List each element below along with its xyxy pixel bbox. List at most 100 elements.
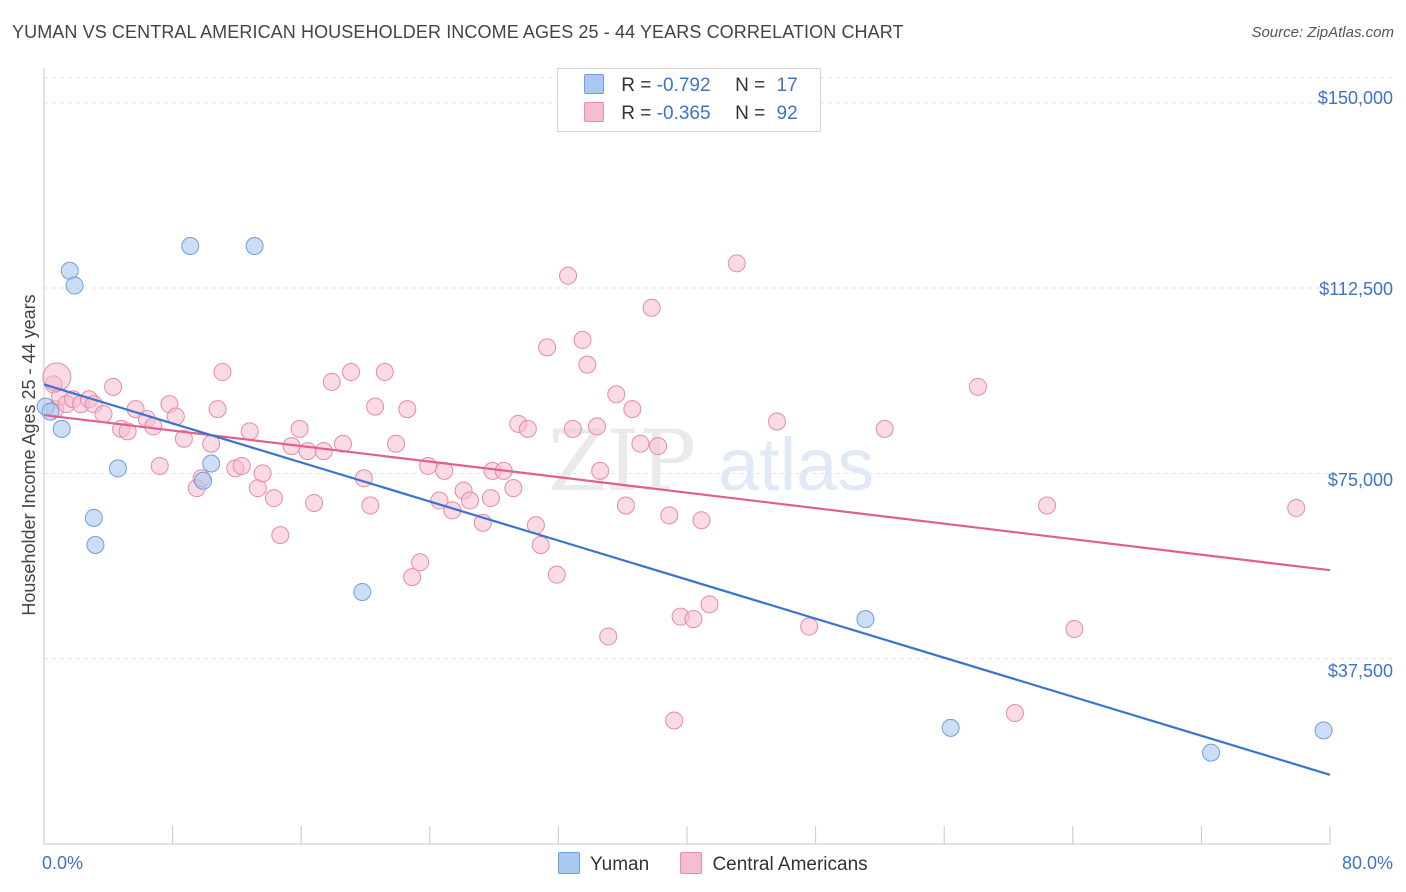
gridlines [44, 77, 1392, 660]
axes [43, 68, 1331, 845]
central-americans-point [366, 397, 385, 416]
central-americans-point [649, 437, 668, 456]
central-americans-point [481, 489, 500, 508]
yuman-point [245, 237, 264, 256]
yuman-point [856, 610, 875, 629]
central-americans-point [660, 506, 679, 525]
central-americans-point [531, 536, 550, 555]
central-americans-point [692, 511, 711, 530]
central-americans-point [213, 363, 232, 382]
central-americans-point [616, 496, 635, 515]
yuman-r-value: -0.792 [656, 75, 711, 96]
central-americans-point [800, 617, 819, 636]
yuman-swatch [584, 74, 604, 94]
central-americans-point [361, 496, 380, 515]
central-americans-point [232, 456, 251, 475]
central-americans-point [387, 434, 406, 453]
central-americans-point [727, 254, 746, 273]
yuman-point [202, 454, 221, 473]
central-americans-point [1065, 620, 1084, 639]
x-tick-label-min: 0.0% [42, 853, 83, 873]
y-axis-label: Householder Income Ages 25 - 44 years [19, 294, 39, 615]
legend-item-yuman[interactable]: Yuman [558, 852, 649, 876]
central-americans-point [240, 422, 259, 441]
yuman-point [181, 237, 200, 256]
yuman-point [1202, 743, 1221, 762]
central-americans-point [768, 412, 787, 431]
yuman-point [86, 536, 105, 555]
yuman-point [194, 471, 213, 490]
central-americans-point [118, 422, 137, 441]
y-tick-label: $75,000 [1328, 470, 1393, 490]
central-americans-point [375, 363, 394, 382]
central-americans-point [538, 338, 557, 357]
central-americans-trend-line [43, 413, 1331, 572]
central-n-value: 92 [776, 103, 798, 124]
central-americans-point [642, 298, 661, 317]
central-americans-point [342, 363, 361, 382]
central-americans-point [290, 419, 309, 438]
yuman-point [941, 718, 960, 737]
central-americans-point [94, 405, 113, 424]
central-americans-point [591, 461, 610, 480]
yuman-point [108, 459, 127, 478]
r-label: R = [621, 75, 652, 96]
yuman-n-value: 17 [776, 75, 798, 96]
legend-row-central: R = -0.365 N = 92 [584, 102, 798, 126]
trend-lines [43, 383, 1331, 776]
yuman-point [84, 508, 103, 527]
central-americans-point [264, 489, 283, 508]
central-americans-point [411, 553, 430, 572]
yuman-point [1314, 721, 1333, 740]
central-americans-point [504, 479, 523, 498]
central-americans-point [547, 565, 566, 584]
central-legend-swatch [680, 852, 703, 874]
central-americans-point [460, 491, 479, 510]
y-tick-label: $37,500 [1328, 661, 1393, 681]
central-americans-point-large [42, 362, 72, 392]
y-tick-label: $150,000 [1318, 88, 1393, 108]
central-americans-point [271, 526, 290, 545]
yuman-legend-swatch [558, 852, 580, 874]
central-americans-point [253, 464, 272, 483]
central-americans-point [573, 330, 592, 349]
central-americans-point [208, 400, 227, 419]
central-americans-point [665, 711, 684, 730]
central-r-value: -0.365 [656, 103, 711, 124]
central-americans-point [563, 419, 582, 438]
central-americans-point [700, 595, 719, 614]
central-americans-point [623, 400, 642, 419]
series-legend: Yuman Central Americans [558, 852, 894, 876]
central-americans-point [403, 568, 422, 587]
y-tick-labels: $37,500 $75,000 $112,500 $150,000 [1318, 88, 1393, 681]
central-swatch [584, 102, 604, 122]
correlation-legend: R = -0.792 N = 17 R = -0.365 N = 92 [557, 68, 821, 132]
r-label: R = [621, 103, 652, 124]
central-americans-point [578, 355, 597, 374]
central-americans-point [174, 429, 193, 448]
central-americans-point [1287, 498, 1306, 517]
yuman-trend-line [43, 383, 1331, 776]
central-americans-point [968, 377, 987, 396]
n-label: N = [735, 103, 766, 124]
central-americans-point [518, 419, 537, 438]
yuman-point [65, 276, 84, 295]
central-americans-point [559, 266, 578, 285]
y-tick-label: $112,500 [1319, 279, 1393, 299]
legend-item-central[interactable]: Central Americans [680, 852, 868, 876]
central-americans-point [314, 442, 333, 461]
central-legend-label: Central Americans [712, 854, 868, 875]
yuman-point [52, 419, 71, 438]
yuman-point [353, 582, 372, 601]
n-label: N = [735, 75, 766, 96]
central-americans-point [875, 419, 894, 438]
central-americans-point [607, 385, 626, 404]
central-americans-point [305, 494, 324, 513]
legend-row-yuman: R = -0.792 N = 17 [584, 74, 798, 98]
central-americans-point [104, 377, 123, 396]
central-americans-point [631, 434, 650, 453]
central-americans-point [322, 372, 341, 391]
yuman-legend-label: Yuman [590, 854, 650, 875]
x-tick-label-max: 80.0% [1342, 853, 1393, 873]
